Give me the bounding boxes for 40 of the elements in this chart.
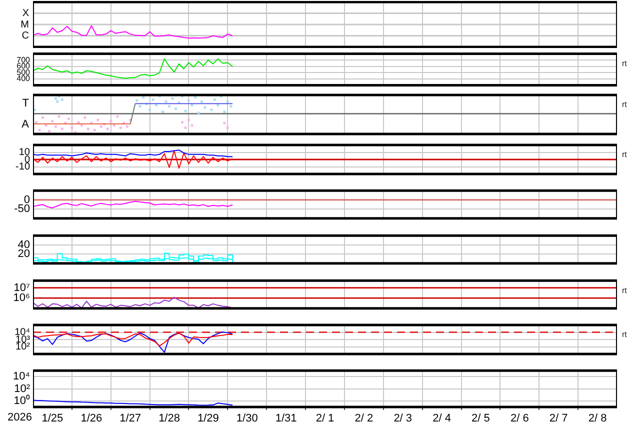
- y-tick-label: 400: [16, 74, 31, 84]
- text: rt: [622, 150, 628, 160]
- x-tick-label: 1/27: [120, 412, 142, 424]
- y-tick-label: 10⁷: [14, 282, 30, 294]
- y-tick-label: 40: [18, 238, 30, 251]
- x-tick-label: 1/31: [275, 412, 297, 424]
- x-tick-label: 1/28: [158, 412, 180, 424]
- series-label: A: [22, 118, 30, 130]
- x-tick-label: 2/ 1: [316, 412, 334, 424]
- x-tick-label: 1/29: [197, 412, 219, 424]
- y-tick-label: 10⁶: [13, 292, 30, 304]
- y-tick-label: 10²: [16, 342, 31, 352]
- y-tick-label: 500: [16, 68, 31, 77]
- x-tick-label: 2/ 4: [432, 412, 451, 424]
- ref-line-label: X: [22, 8, 30, 19]
- x-tick-label: 2/ 3: [394, 412, 412, 424]
- x-tick-label: 2/ 7: [549, 412, 568, 424]
- x-tick-label: 2/ 8: [588, 412, 607, 424]
- y-tick-label: 0: [24, 194, 30, 206]
- series-label: T: [22, 97, 30, 110]
- text: rt: [622, 100, 628, 110]
- x-tick-label: 2/ 5: [472, 412, 490, 424]
- ref-line-label: M: [20, 19, 29, 30]
- text: rt: [622, 286, 628, 295]
- y-tick-label: 10⁴: [13, 370, 30, 383]
- y-tick-label: 10²: [14, 382, 30, 395]
- x-axis-title: 2026: [8, 412, 32, 424]
- text: rt: [622, 330, 628, 340]
- ref-line-label: C: [22, 30, 29, 42]
- x-tick-label: 1/30: [236, 412, 258, 424]
- y-tick-label: 700: [16, 55, 31, 64]
- y-tick-label: 10⁰: [14, 394, 30, 407]
- x-tick-label: 1/26: [80, 412, 102, 424]
- y-tick-label: -50: [14, 203, 30, 216]
- y-tick-label: -10: [16, 162, 30, 172]
- y-tick-label: 20: [18, 248, 30, 260]
- x-tick-label: 1/25: [42, 412, 64, 424]
- x-tick-label: 2/ 2: [354, 412, 374, 424]
- x-tick-label: 2/ 6: [510, 412, 529, 424]
- text: rt: [622, 59, 628, 68]
